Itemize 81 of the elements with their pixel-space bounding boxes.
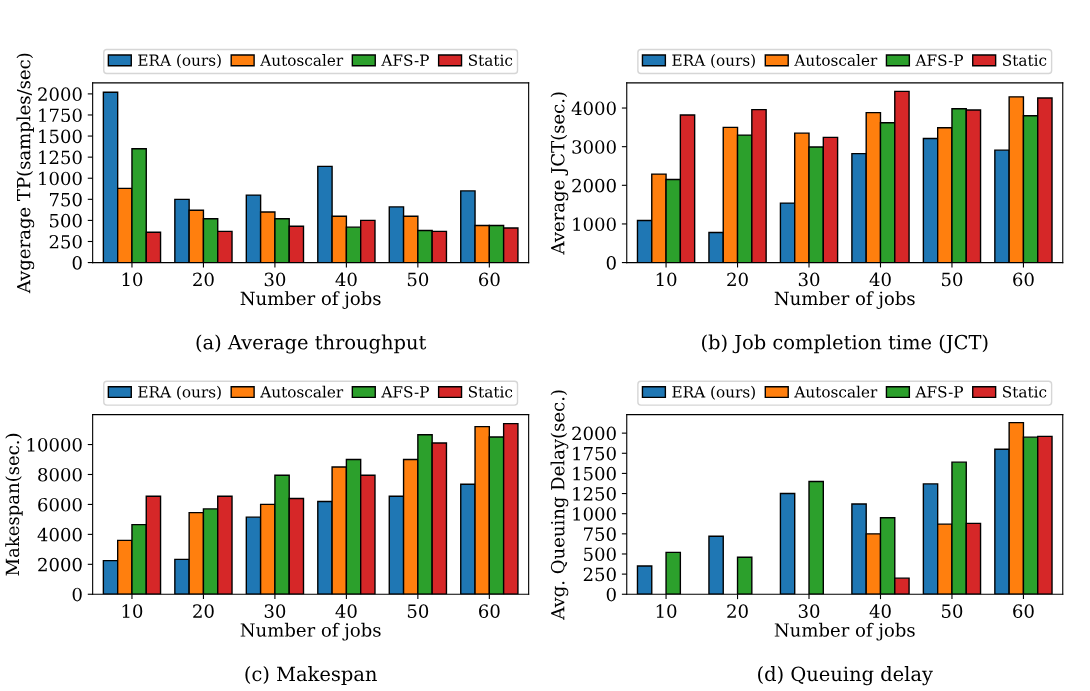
legend-label: Static	[468, 54, 513, 66]
legend-label: Static	[1003, 386, 1047, 398]
legend-label: Static	[468, 386, 513, 398]
y-tick-label: 2000	[572, 178, 616, 193]
x-tick-label: 60	[1013, 604, 1034, 618]
legend-label: AFS-P	[915, 386, 964, 398]
legend-label: ERA (ours)	[672, 54, 755, 69]
y-tick-label: 250	[583, 567, 616, 582]
y-tick-label: 4000	[571, 101, 616, 116]
x-tick-label: 60	[479, 272, 500, 287]
x-tick-label: 20	[727, 604, 748, 618]
x-tick-label: 20	[193, 272, 214, 287]
y-tick-label: 500	[50, 213, 82, 228]
y-tick-label: 1500	[39, 129, 82, 144]
y-tick-label: 8000	[38, 467, 82, 482]
y-tick-label: 1000	[39, 171, 82, 186]
legend-label: Autoscaler	[260, 385, 344, 398]
x-tick-label: 50	[407, 604, 429, 618]
x-tick-label: 40	[335, 272, 357, 287]
x-tick-label: 10	[122, 272, 143, 287]
x-axis-title: Number of jobs	[774, 622, 915, 641]
y-tick-label: 750	[49, 192, 82, 207]
legend-label: AFS-P	[381, 54, 429, 66]
y-tick-label: 6000	[38, 497, 82, 512]
x-tick-label: 30	[798, 604, 820, 618]
x-tick-label: 10	[122, 604, 143, 618]
y-tick-label: 1500	[573, 466, 616, 481]
y-tick-label: 1000	[573, 507, 616, 521]
x-tick-label: 30	[264, 604, 286, 618]
x-axis-title: Number of jobs	[774, 291, 915, 309]
text: (a) Average throughput	[196, 334, 427, 354]
y-tick-label: 2000	[38, 87, 82, 101]
x-tick-label: 30	[264, 272, 286, 287]
legend-label: ERA (ours)	[138, 54, 221, 69]
x-tick-label: 60	[1013, 272, 1034, 287]
y-tick-label: 10000	[27, 438, 82, 452]
y-axis-title: Avg. Queuing Delay(sec.)	[550, 390, 569, 620]
y-axis-title: Average JCT(sec.)	[550, 92, 569, 255]
x-tick-label: 40	[335, 604, 357, 618]
legend-label: Autoscaler	[794, 385, 878, 398]
legend-label: Static	[1003, 54, 1047, 66]
y-tick-label: 750	[584, 527, 616, 541]
text: (b) Job completion time (JCT)	[702, 334, 988, 354]
y-axis-title: Avgerage TP(samples/sec)	[16, 53, 35, 294]
y-tick-label: 1250	[573, 487, 616, 501]
x-tick-label: 50	[942, 604, 963, 618]
x-tick-label: 50	[407, 272, 429, 287]
x-tick-label: 20	[193, 604, 214, 618]
y-tick-label: 4000	[37, 527, 82, 542]
y-tick-label: 0	[606, 256, 616, 270]
y-tick-label: 2000	[38, 557, 82, 572]
y-tick-label: 0	[72, 587, 82, 602]
x-tick-label: 40	[869, 604, 891, 618]
x-axis-title: Number of jobs	[240, 622, 381, 641]
y-tick-label: 0	[72, 256, 82, 270]
x-tick-label: 60	[479, 604, 500, 618]
x-tick-label: 40	[869, 272, 891, 287]
legend-label: AFS-P	[381, 386, 429, 398]
y-tick-label: 1250	[39, 150, 82, 165]
x-tick-label: 50	[942, 272, 963, 287]
legend-label: ERA (ours)	[672, 385, 755, 400]
x-tick-label: 30	[798, 272, 820, 287]
x-tick-label: 10	[656, 604, 677, 618]
legend-label: Autoscaler	[260, 54, 344, 66]
y-tick-label: 500	[584, 547, 616, 562]
y-axis-title: Makespan(sec.)	[5, 433, 23, 576]
x-axis-title: Number of jobs	[240, 291, 381, 309]
legend-label: AFS-P	[915, 54, 964, 66]
y-tick-label: 1000	[573, 217, 616, 232]
y-tick-label: 0	[606, 587, 616, 602]
y-tick-label: 250	[49, 234, 82, 249]
legend-label: ERA (ours)	[138, 385, 221, 400]
y-tick-label: 3000	[572, 140, 616, 154]
x-tick-label: 10	[656, 272, 677, 287]
y-tick-label: 2000	[572, 426, 616, 441]
x-tick-label: 20	[727, 272, 748, 287]
text: (d) Queuing delay	[758, 666, 933, 686]
text: (c) Makespan	[245, 666, 377, 685]
y-tick-label: 1750	[573, 446, 616, 461]
y-tick-label: 1750	[39, 108, 82, 123]
legend-label: Autoscaler	[794, 54, 878, 66]
